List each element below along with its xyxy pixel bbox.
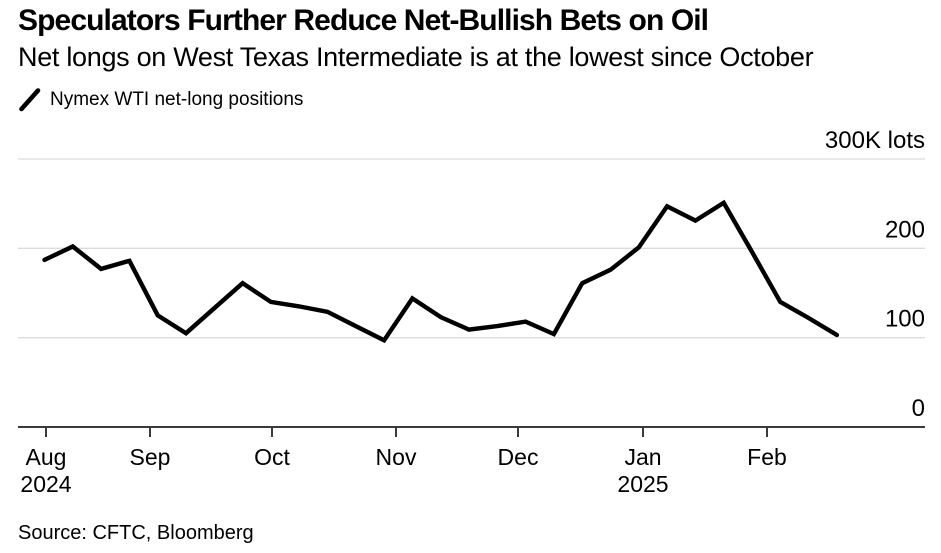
legend-line-icon	[19, 88, 41, 112]
year-label-2024: 2024	[20, 471, 71, 497]
month-label-Aug: Aug	[26, 444, 67, 470]
net-long-positions-line	[42, 199, 840, 344]
y-axis-label-200: 200	[885, 216, 925, 243]
year-label-2025: 2025	[617, 471, 668, 497]
chart-subtitle: Net longs on West Texas Intermediate is …	[18, 42, 814, 72]
legend: Nymex WTI net-long positions	[18, 87, 303, 113]
y-axis-label-100: 100	[885, 306, 925, 333]
source-note: Source: CFTC, Bloomberg	[18, 522, 254, 544]
y-axis-label-0: 0	[912, 395, 925, 422]
month-label-Dec: Dec	[498, 444, 539, 470]
y-axis-label-300: 300K lots	[825, 127, 925, 154]
legend-label: Nymex WTI net-long positions	[50, 89, 304, 110]
page-title: Speculators Further Reduce Net-Bullish B…	[18, 4, 709, 37]
month-label-Feb: Feb	[747, 444, 787, 470]
month-label-Sep: Sep	[130, 444, 171, 470]
month-label-Oct: Oct	[254, 444, 290, 470]
month-label-Jan: Jan	[624, 444, 661, 470]
month-label-Nov: Nov	[376, 444, 417, 470]
